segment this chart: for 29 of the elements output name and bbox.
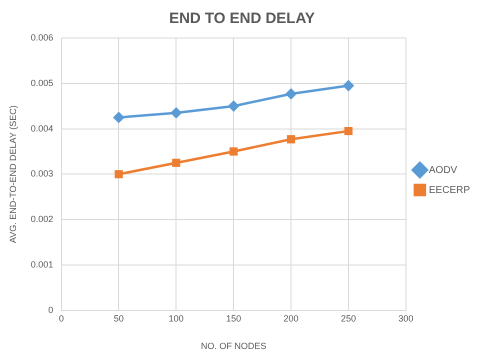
y-tick-label: 0.002 [30,214,54,224]
legend-label: AODV [428,164,458,176]
y-tick-label: 0.005 [30,78,54,88]
x-tick-label: 250 [340,313,356,324]
point [344,126,353,136]
y-tick-label: 0 [48,304,54,315]
y-tick-label: 0.003 [30,168,54,179]
x-tick-label: 150 [226,313,242,324]
point [228,100,239,112]
point [230,147,238,156]
x-tick-label: 300 [398,313,414,324]
point [114,112,124,123]
y-tick-label: 0.001 [30,259,54,270]
point [343,80,354,91]
chart-title: END TO END DELAY [169,10,315,28]
x-axis-title: NO. OF NODES [200,341,266,352]
point [172,158,180,167]
y-tick-label: 0.004 [30,123,54,134]
y-tick-label: 0.006 [30,32,54,42]
x-tick-label: 50 [114,313,124,324]
x-tick-label: 100 [168,313,184,324]
point [286,135,296,144]
legend-label: EECERP [428,184,470,196]
y-axis-title: AVG. END-TO-END DELAY (SEC) [8,105,18,244]
x-tick-label: 0 [58,313,64,324]
point [286,88,296,100]
point [114,170,123,178]
point [170,108,182,118]
x-tick-label: 200 [284,313,299,324]
